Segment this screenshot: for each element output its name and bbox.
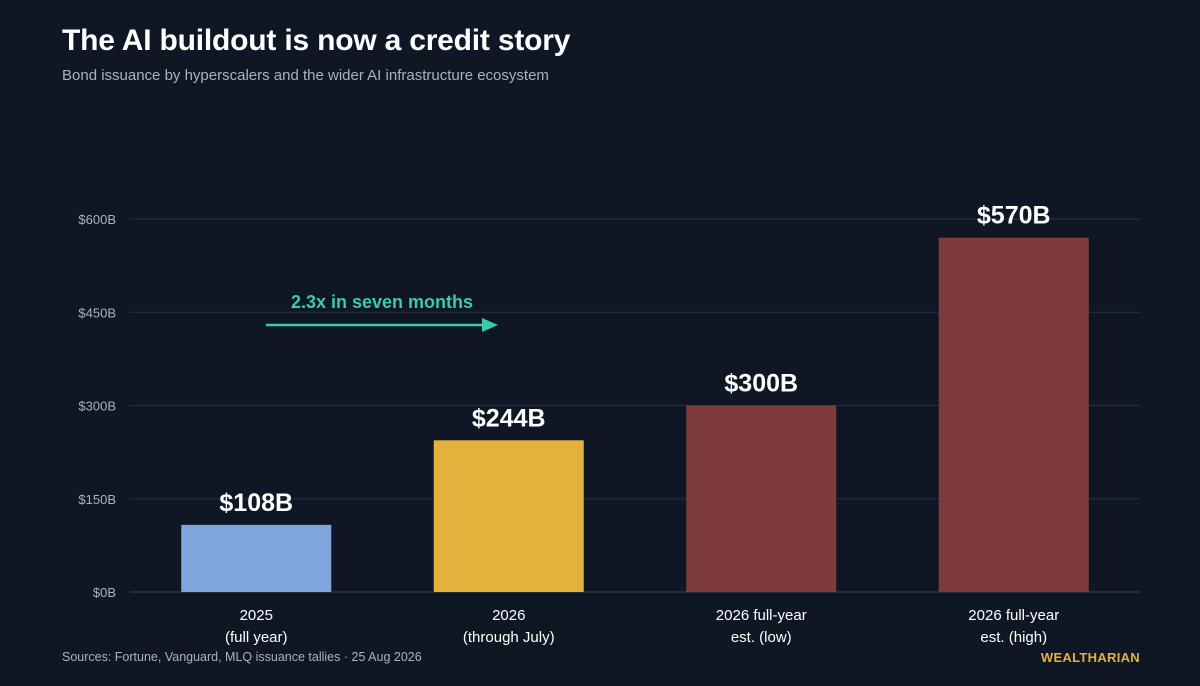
y-tick-label: $150B [78,492,116,507]
value-label: $108B [219,489,293,517]
value-label: $244B [472,404,546,432]
x-tick-label: 2026 [492,607,525,624]
sources-note: Sources: Fortune, Vanguard, MLQ issuance… [62,650,422,664]
bar [433,440,584,592]
y-tick-label: $300B [78,399,116,414]
x-tick-label: 2025 [240,607,273,624]
x-tick-label: (through July) [463,629,555,646]
y-tick-label: $0B [93,585,116,600]
y-tick-label: $450B [78,305,116,320]
value-label: $300B [724,370,798,398]
value-label: $570B [977,202,1051,230]
chart-subtitle: Bond issuance by hyperscalers and the wi… [62,67,549,84]
annotation-label: 2.3x in seven months [291,292,473,312]
bar [181,524,332,592]
y-tick-label: $600B [78,212,116,227]
x-tick-label: 2026 full-year [968,607,1059,624]
bar [686,405,837,592]
arrow-head-icon [482,318,498,332]
x-tick-label: est. (low) [731,629,792,646]
bar [938,237,1089,592]
x-tick-label: (full year) [225,629,288,646]
brand-logo: WEALTHARIAN [1040,650,1140,665]
x-tick-label: est. (high) [980,629,1047,646]
chart-title: The AI buildout is now a credit story [62,24,571,57]
x-tick-label: 2026 full-year [716,607,807,624]
